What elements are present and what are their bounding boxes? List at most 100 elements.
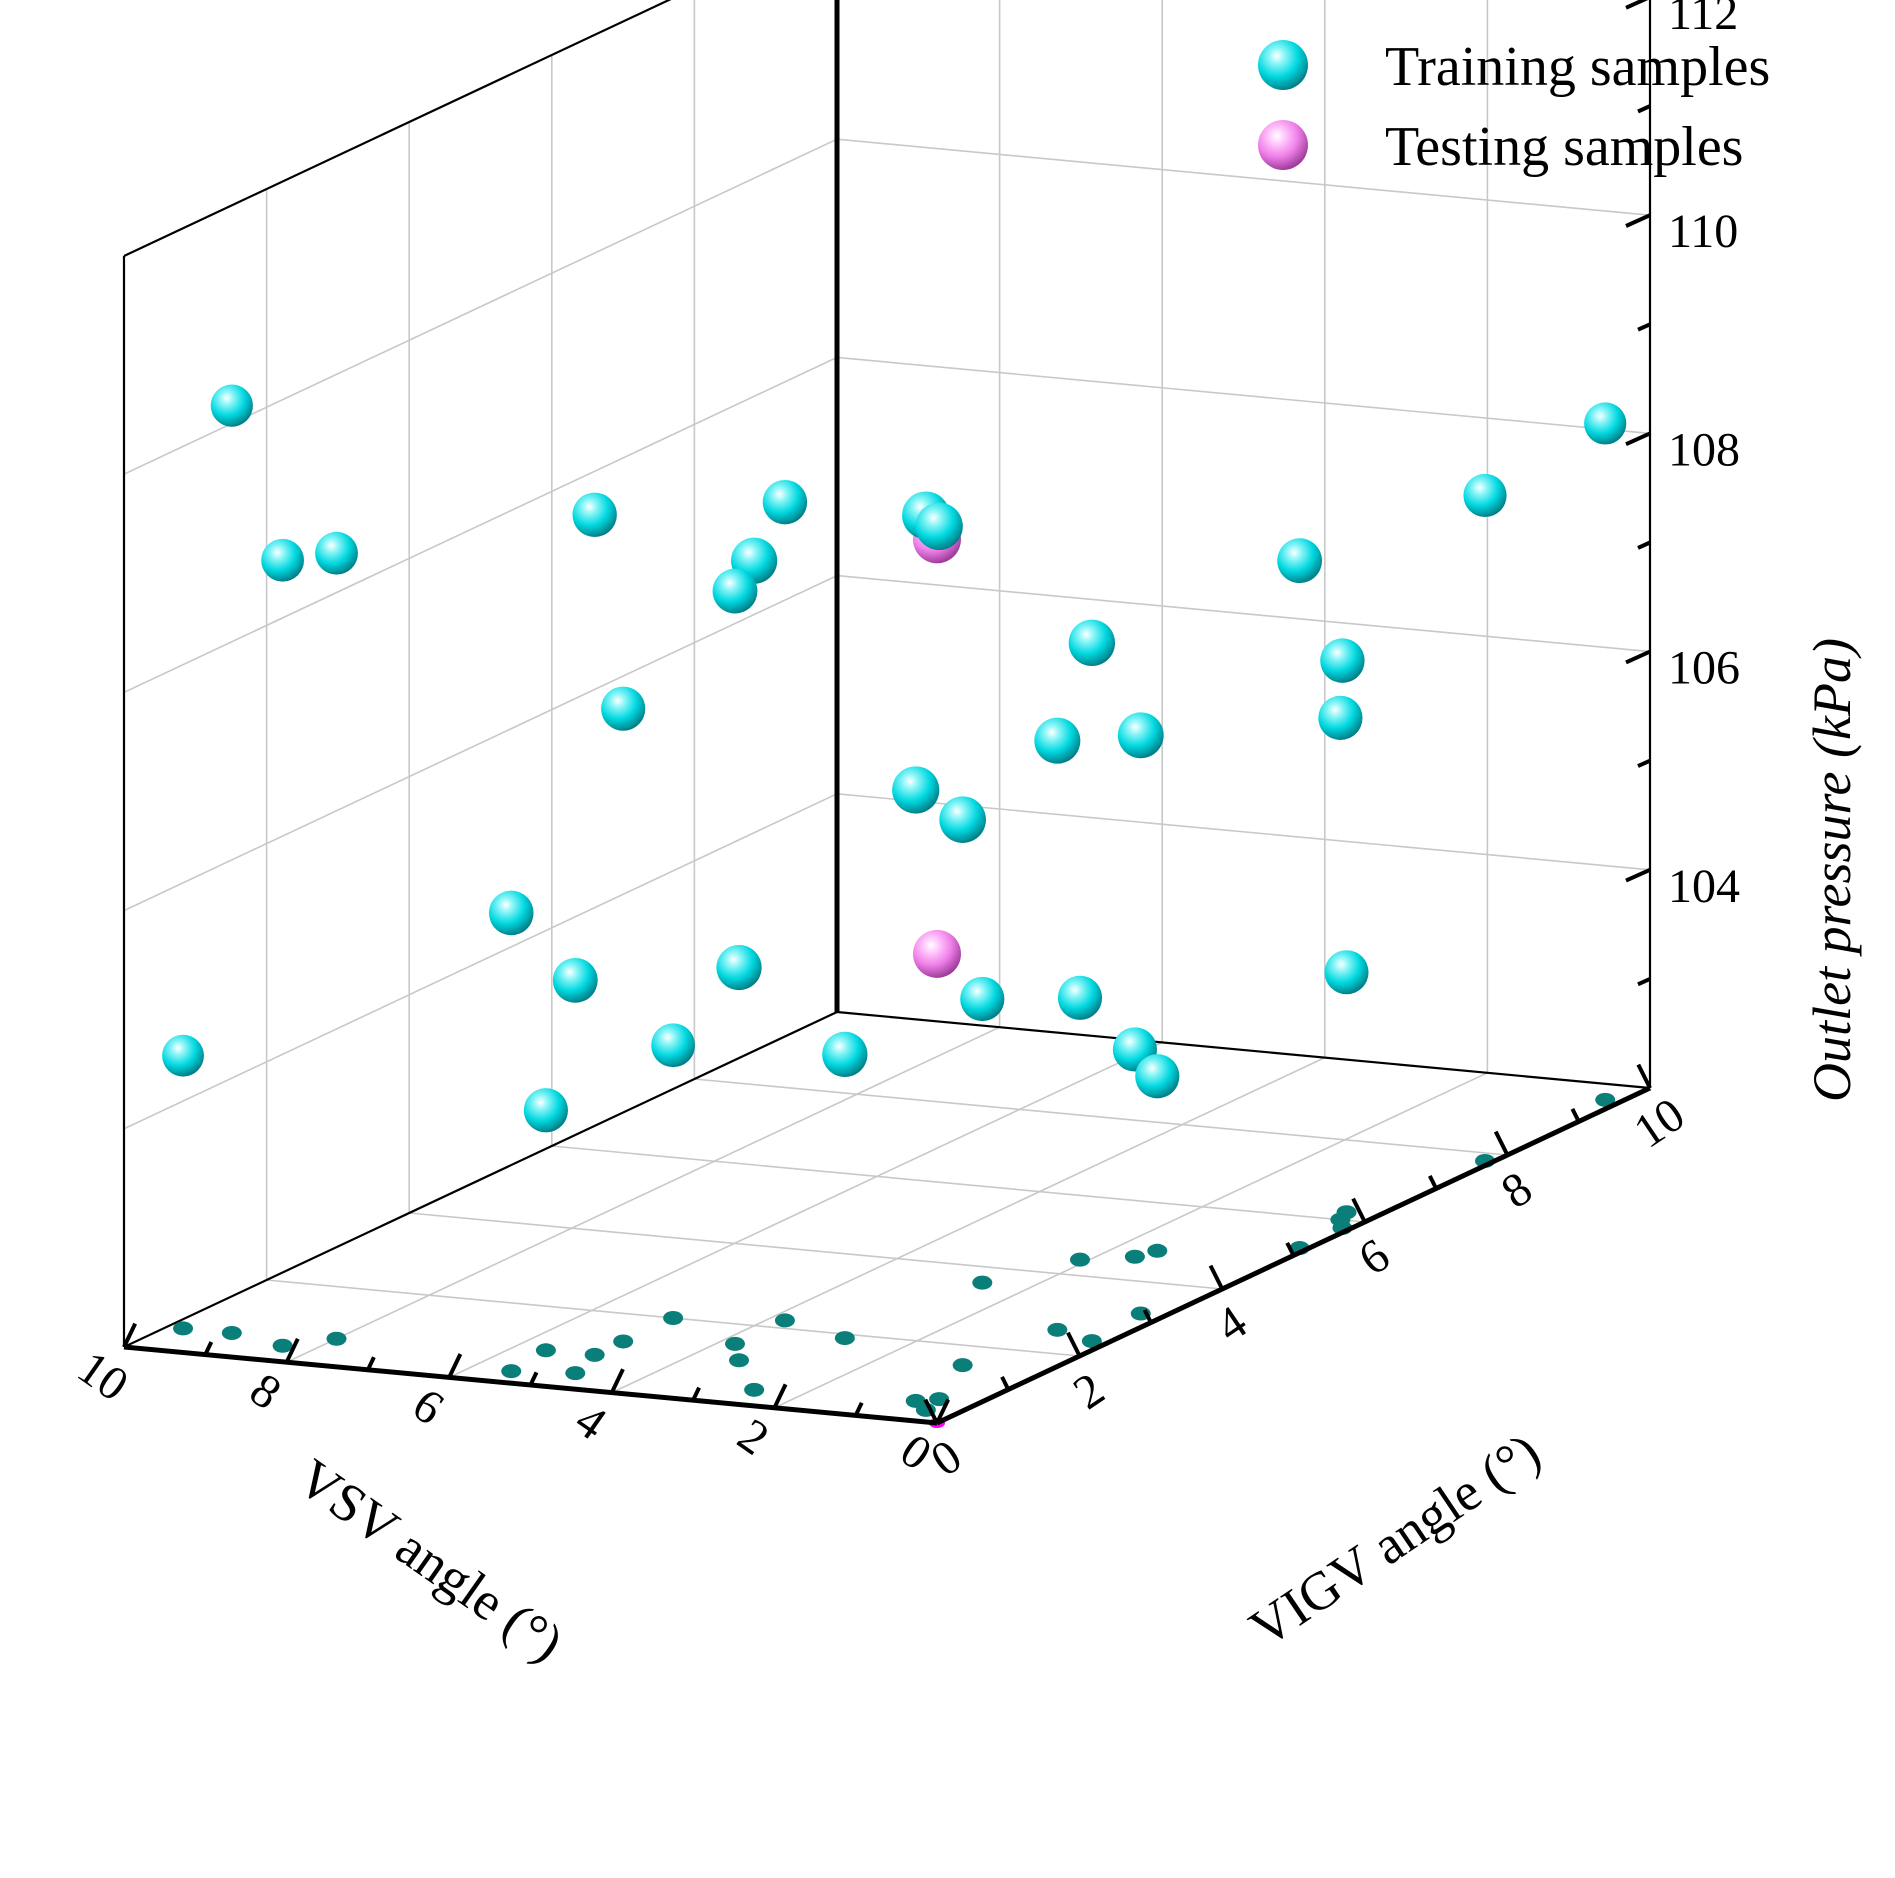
training-sample-point xyxy=(1135,1054,1180,1099)
training-sample-point xyxy=(915,502,963,550)
training-sample-point xyxy=(1277,538,1323,584)
legend-label-testing: Testing samples xyxy=(1385,116,1743,178)
training-floor-projection xyxy=(774,1313,795,1328)
training-sample-point xyxy=(315,531,358,575)
floor-grid-line xyxy=(409,1212,1223,1290)
y-tick-label: 10 xyxy=(1625,1088,1694,1159)
x-axis-tick xyxy=(284,1337,300,1364)
data-point-layer xyxy=(162,384,1627,1133)
z-axis-tick xyxy=(1625,649,1651,665)
left-wall-grid-line xyxy=(836,138,1651,216)
training-sample-point xyxy=(892,766,940,814)
right-wall-grid-line xyxy=(123,793,838,1130)
training-floor-projection xyxy=(535,1343,556,1358)
y-axis-title: VIGV angle (°) xyxy=(1239,1421,1551,1658)
x-axis-tick xyxy=(853,1401,864,1417)
x-axis-tick xyxy=(122,1322,137,1348)
x-tick-label: 6 xyxy=(403,1378,453,1435)
z-tick-label: 112 xyxy=(1668,0,1738,40)
legend-marker-training xyxy=(1258,40,1308,90)
training-sample-point xyxy=(601,686,646,731)
z-tick-label: 106 xyxy=(1668,642,1740,695)
training-sample-point xyxy=(716,944,762,991)
training-sample-point xyxy=(162,1034,204,1077)
training-sample-point xyxy=(1463,473,1507,518)
legend: Training samples Testing samples xyxy=(1258,36,1770,178)
floor-grid-line xyxy=(694,1078,1508,1156)
floor-grid-line xyxy=(448,1041,1163,1379)
training-sample-point xyxy=(572,492,617,537)
training-sample-point xyxy=(552,957,598,1003)
training-sample-point xyxy=(651,1023,695,1068)
y-tick-label: 4 xyxy=(1207,1295,1257,1352)
left-wall-grid-line xyxy=(836,574,1651,653)
training-sample-point xyxy=(939,796,986,843)
grid-layer xyxy=(123,0,1651,1409)
training-floor-projection xyxy=(663,1311,684,1325)
training-sample-point xyxy=(1318,695,1363,740)
training-floor-projection xyxy=(326,1331,347,1346)
training-sample-point xyxy=(1117,712,1164,759)
training-floor-projection xyxy=(744,1382,765,1397)
training-floor-projection xyxy=(584,1347,605,1362)
x-axis-tick xyxy=(935,1398,950,1424)
y-tick-label: 6 xyxy=(1349,1228,1399,1285)
training-floor-projection xyxy=(729,1353,750,1368)
y-axis-tick xyxy=(1351,1197,1367,1223)
z-tick-label: 104 xyxy=(1668,860,1740,913)
y-tick-label: 8 xyxy=(1492,1161,1542,1218)
floor-grid-line xyxy=(286,1026,1000,1363)
legend-label-training: Training samples xyxy=(1385,36,1770,98)
training-floor-projection xyxy=(613,1334,634,1349)
training-floor-projection xyxy=(565,1366,586,1381)
training-floor-projection xyxy=(1124,1249,1145,1264)
axes-box xyxy=(122,0,1652,1348)
training-floor-projection xyxy=(272,1338,293,1353)
training-floor-projection xyxy=(834,1331,855,1346)
training-floor-projection xyxy=(905,1393,926,1408)
z-axis-tick xyxy=(1637,104,1651,114)
training-floor-projection xyxy=(1595,1092,1616,1107)
y-axis-tick xyxy=(1066,1331,1082,1357)
training-sample-point xyxy=(488,890,534,936)
z-axis-tick xyxy=(1637,977,1651,987)
training-floor-projection xyxy=(952,1358,973,1373)
testing-sample-point xyxy=(913,929,961,978)
z-axis-tick xyxy=(1637,758,1651,768)
training-sample-point xyxy=(960,976,1005,1022)
z-axis-tick xyxy=(1637,322,1651,332)
floor-grid-line xyxy=(774,1072,1488,1409)
x-axis-tick xyxy=(528,1371,539,1386)
training-floor-projection xyxy=(725,1336,746,1351)
training-floor-projection xyxy=(929,1392,950,1407)
training-floor-projection xyxy=(173,1321,194,1336)
training-sample-point xyxy=(712,568,758,614)
x-axis-title: VSV angle (°) xyxy=(287,1447,574,1673)
z-axis-title: Outlet pressure (kPa) xyxy=(1802,638,1862,1102)
training-sample-point xyxy=(261,538,304,582)
z-axis-tick xyxy=(1625,431,1651,447)
training-sample-point xyxy=(1584,402,1627,445)
z-axis-tick xyxy=(1625,213,1651,228)
training-sample-point xyxy=(1324,950,1369,995)
right-wall-grid-line xyxy=(123,574,838,912)
training-sample-point xyxy=(822,1031,868,1078)
training-sample-point xyxy=(523,1088,568,1133)
left-wall-grid-line xyxy=(836,356,1651,435)
training-sample-point xyxy=(210,384,253,427)
z-tick-label: 110 xyxy=(1668,205,1738,258)
z-tick-label: 108 xyxy=(1668,423,1740,476)
x-tick-label: 8 xyxy=(240,1363,290,1420)
floor-grid-line xyxy=(611,1056,1326,1394)
y-axis-tick xyxy=(1000,1376,1011,1391)
x-tick-label: 10 xyxy=(68,1341,138,1412)
training-sample-point xyxy=(1320,638,1365,683)
x-tick-label: 2 xyxy=(728,1409,778,1466)
legend-marker-testing xyxy=(1258,120,1308,170)
box-edge xyxy=(836,1010,1651,1090)
training-floor-projection xyxy=(1081,1334,1102,1349)
x-axis-tick xyxy=(366,1356,376,1371)
floor-grid-line xyxy=(551,1145,1365,1223)
z-axis-tick xyxy=(1625,0,1649,10)
